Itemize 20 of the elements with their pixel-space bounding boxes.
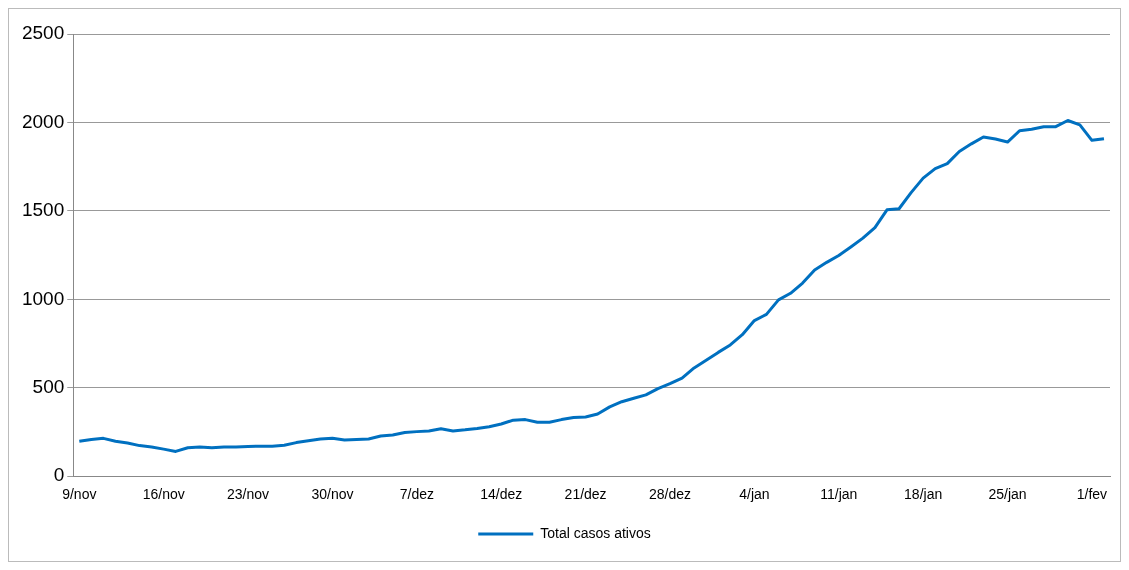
x-tick-label: 30/nov — [311, 486, 354, 503]
x-tick-label: 14/dez — [480, 486, 523, 503]
y-tick-label: 1000 — [21, 287, 65, 309]
x-tick-label: 16/nov — [142, 486, 185, 503]
legend-label: Total casos ativos — [540, 524, 651, 541]
x-tick-label: 11/jan — [820, 486, 858, 503]
x-tick-label: 25/jan — [988, 486, 1027, 503]
x-tick-label: 4/jan — [739, 486, 770, 503]
x-tick-label: 23/nov — [227, 486, 270, 503]
x-tick-label: 7/dez — [399, 486, 434, 503]
y-tick-label: 2000 — [21, 110, 65, 132]
y-tick-label: 1500 — [21, 199, 65, 221]
x-tick-label: 21/dez — [564, 486, 607, 503]
x-tick-label: 1/fev — [1076, 486, 1108, 503]
x-tick-label: 18/jan — [904, 486, 943, 503]
y-tick-label: 500 — [32, 375, 65, 397]
x-tick-label: 9/nov — [62, 486, 97, 503]
y-tick-label: 2500 — [21, 22, 65, 44]
x-tick-label: 28/dez — [648, 486, 692, 503]
y-tick-label: 0 — [53, 464, 65, 486]
